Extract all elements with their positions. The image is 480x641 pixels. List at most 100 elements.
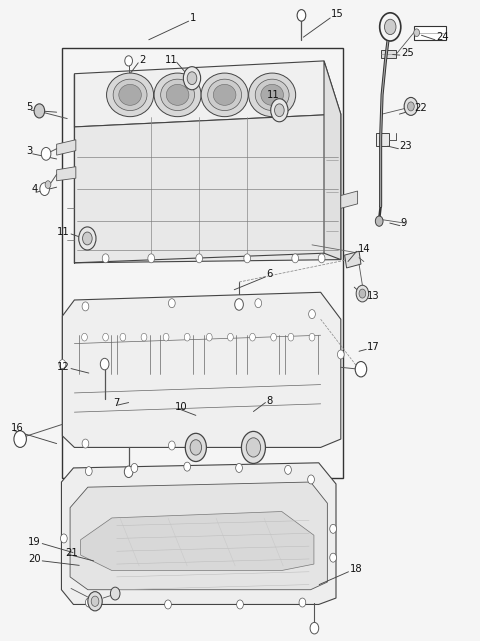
Polygon shape	[81, 512, 314, 570]
Circle shape	[79, 227, 96, 250]
Polygon shape	[74, 61, 341, 127]
Text: 14: 14	[358, 244, 370, 254]
Circle shape	[165, 600, 171, 609]
Circle shape	[271, 333, 276, 341]
Ellipse shape	[161, 79, 194, 110]
Circle shape	[82, 439, 89, 448]
Text: 18: 18	[349, 564, 362, 574]
Circle shape	[125, 56, 132, 66]
Circle shape	[82, 333, 87, 341]
Circle shape	[183, 67, 201, 90]
Ellipse shape	[255, 79, 289, 110]
Circle shape	[244, 254, 251, 263]
Circle shape	[59, 360, 66, 369]
Polygon shape	[414, 26, 446, 40]
Text: 11: 11	[165, 54, 178, 65]
Circle shape	[85, 467, 92, 476]
Text: 9: 9	[401, 218, 407, 228]
Text: 8: 8	[266, 395, 273, 406]
Circle shape	[255, 441, 262, 450]
Text: 19: 19	[28, 537, 41, 547]
Text: 23: 23	[399, 141, 412, 151]
Circle shape	[187, 72, 197, 85]
Circle shape	[83, 232, 92, 245]
Text: 22: 22	[414, 103, 427, 113]
Bar	[62, 48, 343, 478]
Circle shape	[246, 438, 261, 457]
Circle shape	[102, 254, 109, 263]
Ellipse shape	[154, 73, 201, 117]
Polygon shape	[74, 114, 341, 263]
Text: 13: 13	[367, 291, 380, 301]
Circle shape	[299, 598, 306, 607]
Circle shape	[190, 440, 202, 455]
Text: 11: 11	[266, 90, 279, 100]
Circle shape	[168, 441, 175, 450]
Ellipse shape	[249, 73, 296, 117]
Circle shape	[309, 310, 315, 319]
Circle shape	[255, 299, 262, 308]
Circle shape	[196, 254, 203, 263]
Circle shape	[330, 553, 336, 562]
Text: 4: 4	[31, 184, 37, 194]
Polygon shape	[57, 167, 76, 181]
Circle shape	[168, 299, 175, 308]
Circle shape	[184, 462, 191, 471]
Circle shape	[404, 97, 418, 115]
Text: 16: 16	[11, 423, 24, 433]
Polygon shape	[70, 482, 327, 590]
Text: 15: 15	[331, 9, 344, 19]
Circle shape	[308, 475, 314, 484]
Circle shape	[45, 181, 51, 188]
Circle shape	[206, 333, 212, 341]
Text: 11: 11	[57, 227, 70, 237]
Polygon shape	[62, 292, 341, 447]
Text: 2: 2	[139, 54, 145, 65]
Circle shape	[309, 333, 315, 341]
Circle shape	[292, 254, 299, 263]
Ellipse shape	[213, 85, 236, 105]
Polygon shape	[324, 61, 341, 260]
Circle shape	[103, 333, 108, 341]
Circle shape	[330, 524, 336, 533]
Circle shape	[310, 622, 319, 634]
Circle shape	[337, 350, 344, 359]
Circle shape	[414, 29, 420, 37]
Circle shape	[40, 183, 49, 196]
Polygon shape	[345, 251, 361, 268]
Circle shape	[124, 466, 133, 478]
Circle shape	[14, 431, 26, 447]
Text: 10: 10	[175, 402, 188, 412]
Circle shape	[297, 10, 306, 21]
Polygon shape	[341, 191, 358, 208]
Ellipse shape	[113, 79, 147, 110]
Ellipse shape	[208, 79, 241, 110]
Circle shape	[384, 19, 396, 35]
Ellipse shape	[201, 73, 248, 117]
Circle shape	[60, 534, 67, 543]
Circle shape	[241, 431, 265, 463]
Text: 5: 5	[26, 102, 33, 112]
Circle shape	[271, 99, 288, 122]
Text: 1: 1	[190, 13, 196, 23]
Polygon shape	[381, 50, 396, 58]
Circle shape	[237, 600, 243, 609]
Circle shape	[82, 302, 89, 311]
Text: 17: 17	[367, 342, 380, 353]
Ellipse shape	[261, 85, 284, 105]
Circle shape	[356, 285, 369, 302]
Circle shape	[228, 333, 233, 341]
Ellipse shape	[166, 85, 189, 105]
Circle shape	[375, 216, 383, 226]
Circle shape	[41, 147, 51, 160]
Circle shape	[120, 333, 126, 341]
Circle shape	[85, 598, 92, 607]
Circle shape	[250, 333, 255, 341]
Circle shape	[131, 463, 138, 472]
Circle shape	[100, 358, 109, 370]
Circle shape	[285, 465, 291, 474]
Circle shape	[235, 299, 243, 310]
Text: 25: 25	[401, 47, 414, 58]
Circle shape	[110, 587, 120, 600]
Text: 12: 12	[57, 362, 70, 372]
